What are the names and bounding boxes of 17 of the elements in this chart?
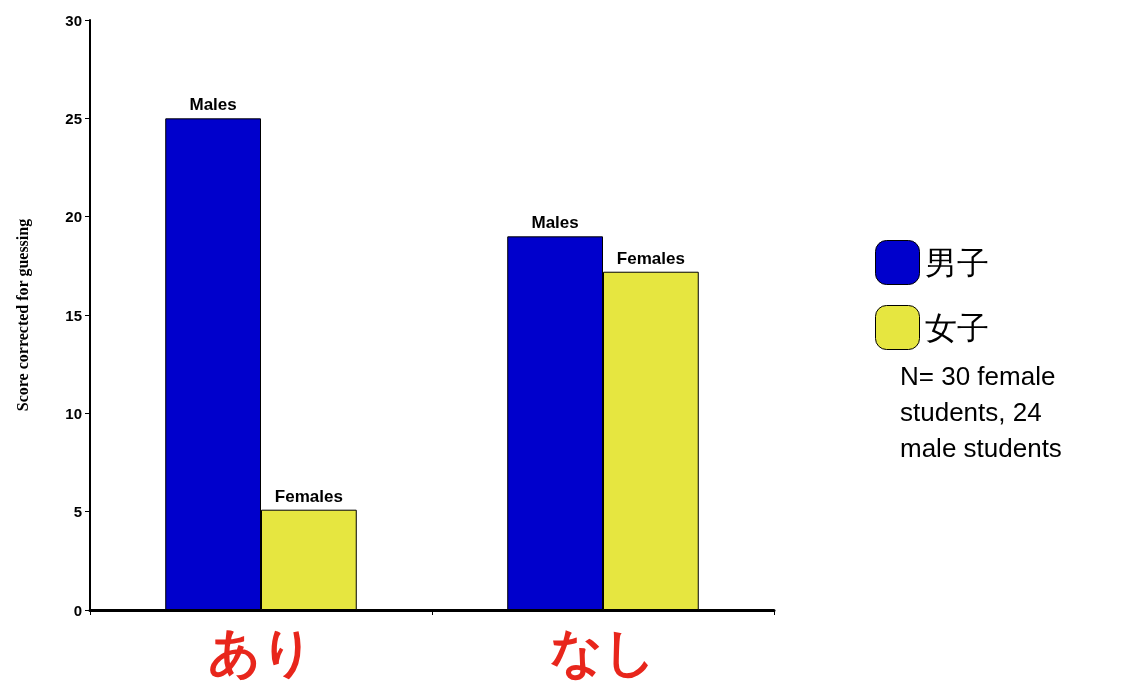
annotation: Females	[616, 248, 685, 268]
y-tick-label: 0	[73, 601, 82, 619]
text: N= 30 female students, 24 male students	[900, 361, 1063, 463]
y-tick-label: 10	[65, 404, 82, 422]
x-tick-label: あり	[208, 622, 314, 682]
annotation: Males	[531, 213, 579, 233]
annotation: Males	[189, 95, 237, 115]
y-tick-label: 30	[65, 11, 82, 29]
y-tick-label: 15	[65, 306, 82, 324]
y-tick-label: 5	[73, 503, 82, 521]
legend-label: 男子	[924, 243, 989, 282]
x-tick-label: なし	[550, 622, 656, 682]
y-axis-title: Score corrected for guessing	[13, 218, 32, 412]
legend-label: 女子	[924, 308, 989, 347]
y-tick-label: 25	[65, 109, 82, 127]
y-tick-label: 20	[65, 208, 82, 226]
annotation: Females	[274, 486, 343, 506]
